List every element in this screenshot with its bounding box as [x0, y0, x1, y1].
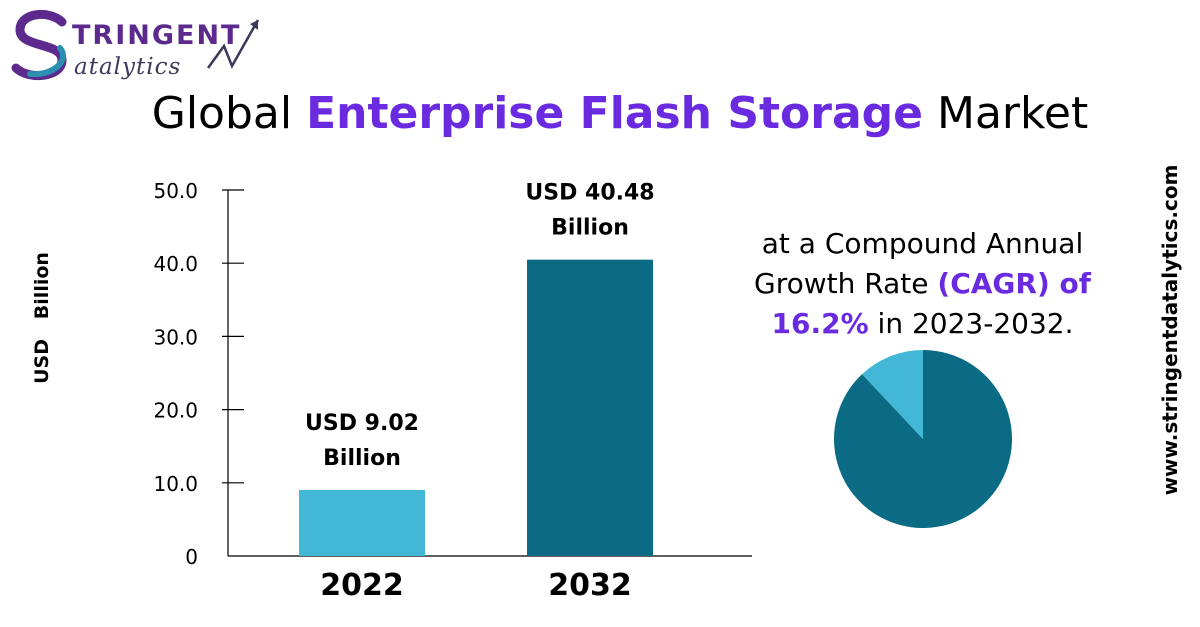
chart-bars: 2022 USD 9.02 Billion 2032 USD 40.48 Billion: [299, 181, 655, 603]
cagr-line-2-text: Growth Rate: [754, 267, 938, 300]
cagr-line-3: 16.2% in 2023-2032.: [735, 304, 1110, 344]
bar-2022: [299, 489, 425, 556]
y-tick-label: 40.0: [153, 252, 198, 276]
trend-arrow-icon: [206, 19, 260, 69]
x-tick-label: 2022: [320, 568, 404, 603]
title-prefix: Global: [151, 88, 307, 139]
cagr-period: in 2023-2032.: [868, 307, 1074, 340]
cagr-line-1: at a Compound Annual: [761, 227, 1084, 260]
page-title: Global Enterprise Flash Storage Market: [0, 88, 1200, 139]
logo-text-top: TRINGENT: [72, 20, 242, 51]
y-tick-label: 0: [185, 545, 198, 569]
cagr-rate: 16.2%: [771, 307, 869, 340]
title-suffix: Market: [923, 88, 1089, 139]
pie-slice-1: [862, 350, 923, 439]
cagr-highlight: (CAGR) of: [937, 267, 1091, 300]
data-label: Billion: [551, 216, 629, 241]
data-label: Billion: [323, 446, 401, 471]
logo-text-bottom: atalytics: [74, 54, 182, 80]
logo: TRINGENT atalytics: [10, 8, 270, 84]
y-tick-label: 50.0: [153, 179, 198, 203]
website-url: www.stringentdatalytics.com: [1158, 164, 1182, 496]
y-tick-label: 20.0: [153, 399, 198, 423]
pie-chart: [834, 350, 1012, 528]
x-tick-label: 2032: [548, 568, 632, 603]
data-label: USD 40.48: [525, 181, 654, 206]
cagr-statement: at a Compound Annual Growth Rate (CAGR) …: [735, 224, 1110, 344]
chart-axes: 0 10.0 20.0 30.0 40.0 50.0: [153, 179, 752, 569]
cagr-line-2: Growth Rate (CAGR) of: [735, 264, 1110, 304]
title-highlight: Enterprise Flash Storage: [306, 88, 924, 139]
y-tick-label: 30.0: [153, 325, 198, 349]
y-tick-label: 10.0: [153, 472, 198, 496]
data-label: USD 9.02: [305, 411, 419, 436]
bar-chart: 0 10.0 20.0 30.0 40.0 50.0 2022 USD 9.02 Billio…: [153, 179, 752, 603]
logo-mark: [11, 9, 67, 81]
bar-2032: [527, 259, 653, 556]
